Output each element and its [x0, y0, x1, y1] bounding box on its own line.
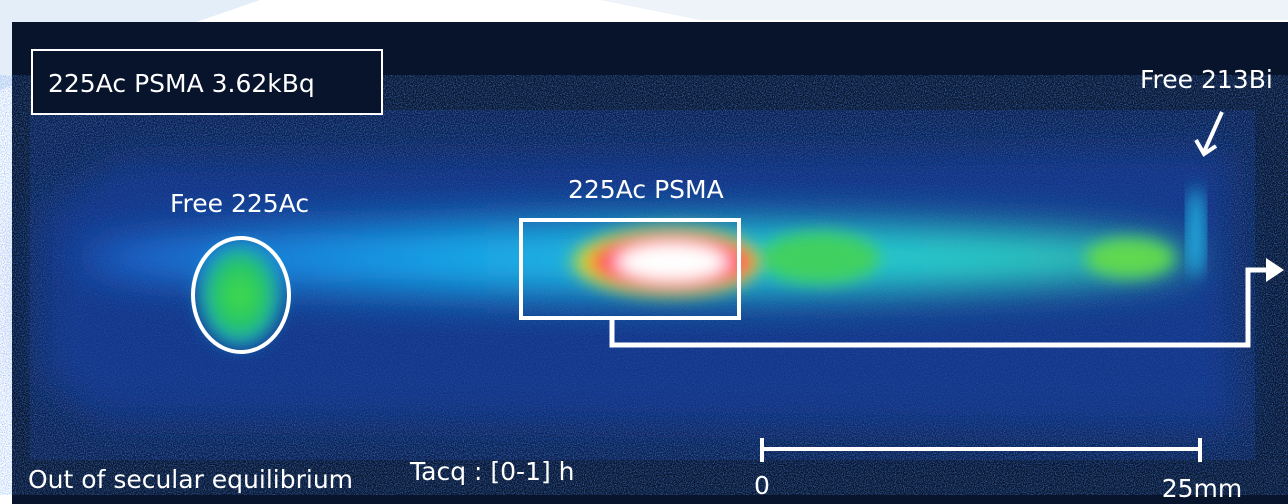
footer-text: Out of secular equilibrium: [28, 465, 353, 494]
connector: [609, 267, 1268, 348]
sample-label: 225Ac PSMA 3.62kBq: [48, 69, 315, 98]
spot: [760, 232, 880, 284]
bi-spot: [1188, 187, 1204, 277]
box-marker: [519, 218, 741, 320]
annotation: Free 225Ac: [170, 189, 309, 218]
arrow-head: [1266, 258, 1284, 282]
scale-bar: [760, 438, 1202, 462]
ac-spot: [198, 243, 282, 347]
scale-label: 0: [754, 471, 770, 500]
footer-text: Tacq : [0-1] h: [409, 457, 575, 486]
annotation: Free 213Bi: [1140, 65, 1273, 94]
spot: [1085, 238, 1175, 278]
label-box: [31, 49, 383, 115]
circle-marker: [191, 236, 291, 354]
psma-spot: [540, 224, 760, 300]
decor: [600, 0, 1288, 20]
annotation: 225Ac PSMA: [568, 175, 724, 204]
scale-label: 25mm: [1162, 474, 1243, 503]
arrow: [1194, 111, 1224, 157]
